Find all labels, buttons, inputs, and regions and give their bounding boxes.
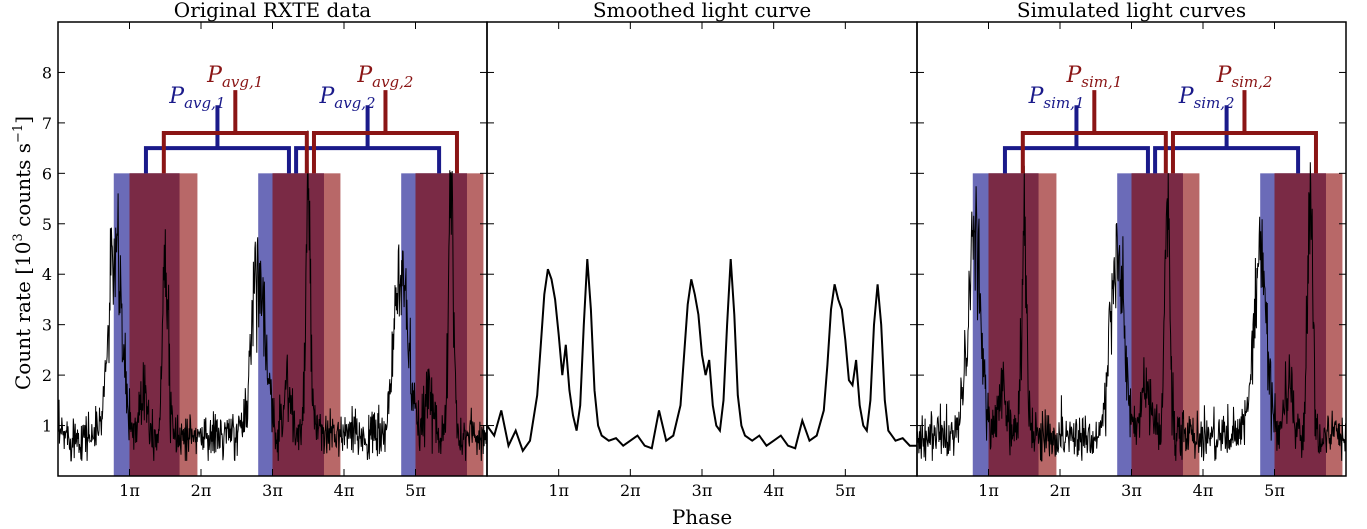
annotation-subscript: sim,2 [1231, 73, 1272, 91]
y-tick-label: 1 [42, 417, 52, 436]
x-tick-label: 2π [191, 481, 212, 500]
light-curve-line [57, 130, 488, 462]
red-bracket-2 [311, 90, 459, 174]
annotation-symbol: P [356, 63, 373, 88]
annotation-subscript: avg,1 [222, 73, 263, 91]
annotation-red_1: Pavg,1 [206, 63, 263, 91]
y-tick-label: 2 [42, 366, 52, 385]
x-tick-label: 3π [262, 481, 283, 500]
annotation-symbol: P [168, 84, 185, 109]
x-tick-label: 1π [978, 481, 999, 500]
annotation-red_1: Psim,1 [1065, 63, 1122, 91]
y-axis-label-end: ] [11, 116, 35, 124]
blue-bracket-1 [1002, 105, 1150, 174]
red-bracket-1 [1020, 90, 1168, 174]
annotation-blue_2: Psim,2 [1178, 84, 1235, 112]
panel-title: Smoothed light curve [593, 0, 811, 22]
x-tick-label: 1π [119, 481, 140, 500]
y-axis-label-sup1: 3 [11, 233, 26, 241]
panel-title: Original RXTE data [174, 0, 371, 22]
annotation-subscript: avg,1 [184, 94, 225, 112]
annotation-symbol: P [1028, 84, 1045, 109]
blue-bracket-1 [143, 105, 291, 174]
annotation-subscript: sim,1 [1081, 73, 1122, 91]
annotation-blue_2: Pavg,2 [318, 84, 375, 112]
y-axis-label: Count rate [103 counts s−1] [11, 116, 35, 390]
x-tick-label: 5π [405, 481, 426, 500]
x-tick-label: 2π [620, 481, 641, 500]
light-curve-line [486, 259, 917, 453]
panel-frame [486, 21, 918, 477]
y-tick-label: 3 [42, 316, 52, 335]
x-tick-label: 3π [1121, 481, 1142, 500]
annotation-symbol: P [1178, 84, 1195, 109]
annotation-red_2: Pavg,2 [356, 63, 413, 91]
annotation-symbol: P [318, 84, 335, 109]
x-tick-label: 5π [1264, 481, 1285, 500]
x-tick-label: 1π [548, 481, 569, 500]
annotation-symbol: P [1216, 63, 1233, 88]
blue-bracket-2 [294, 105, 442, 174]
y-tick-label: 7 [42, 114, 52, 133]
annotation-subscript: sim,1 [1043, 94, 1084, 112]
y-tick-label: 4 [42, 265, 52, 284]
y-axis-label-part2: counts s [11, 143, 35, 233]
annotation-subscript: avg,2 [334, 94, 375, 112]
annotation-blue_1: Pavg,1 [168, 84, 225, 112]
annotation-symbol: P [206, 63, 223, 88]
x-tick-label: 2π [1050, 481, 1071, 500]
annotation-red_2: Psim,2 [1216, 63, 1273, 91]
panel-2: Smoothed light curve 1π 2π 3π 4π 5π [486, 0, 918, 500]
panel-title: Simulated light curves [1017, 0, 1246, 22]
annotation-subscript: avg,2 [372, 73, 413, 91]
light-curve-line [916, 162, 1347, 462]
x-tick-label: 4π [1193, 481, 1214, 500]
y-tick-label: 5 [42, 215, 52, 234]
annotation-blue_1: Psim,1 [1028, 84, 1085, 112]
blue-bracket-2 [1153, 105, 1301, 174]
x-tick-label: 5π [835, 481, 856, 500]
y-axis-label-part1: Count rate [10 [11, 242, 35, 390]
y-axis-label-sup2: −1 [11, 124, 26, 143]
x-axis-label: Phase [672, 505, 732, 529]
x-tick-label: 4π [334, 481, 355, 500]
y-tick-label: 6 [42, 164, 52, 183]
x-tick-label: 3π [692, 481, 713, 500]
red-bracket-1 [161, 90, 309, 174]
red-bracket-2 [1170, 90, 1318, 174]
x-tick-label: 4π [763, 481, 784, 500]
annotation-symbol: P [1065, 63, 1082, 88]
overlap-band-1 [129, 173, 180, 477]
annotation-subscript: sim,2 [1194, 94, 1235, 112]
y-tick-label: 8 [42, 63, 52, 82]
